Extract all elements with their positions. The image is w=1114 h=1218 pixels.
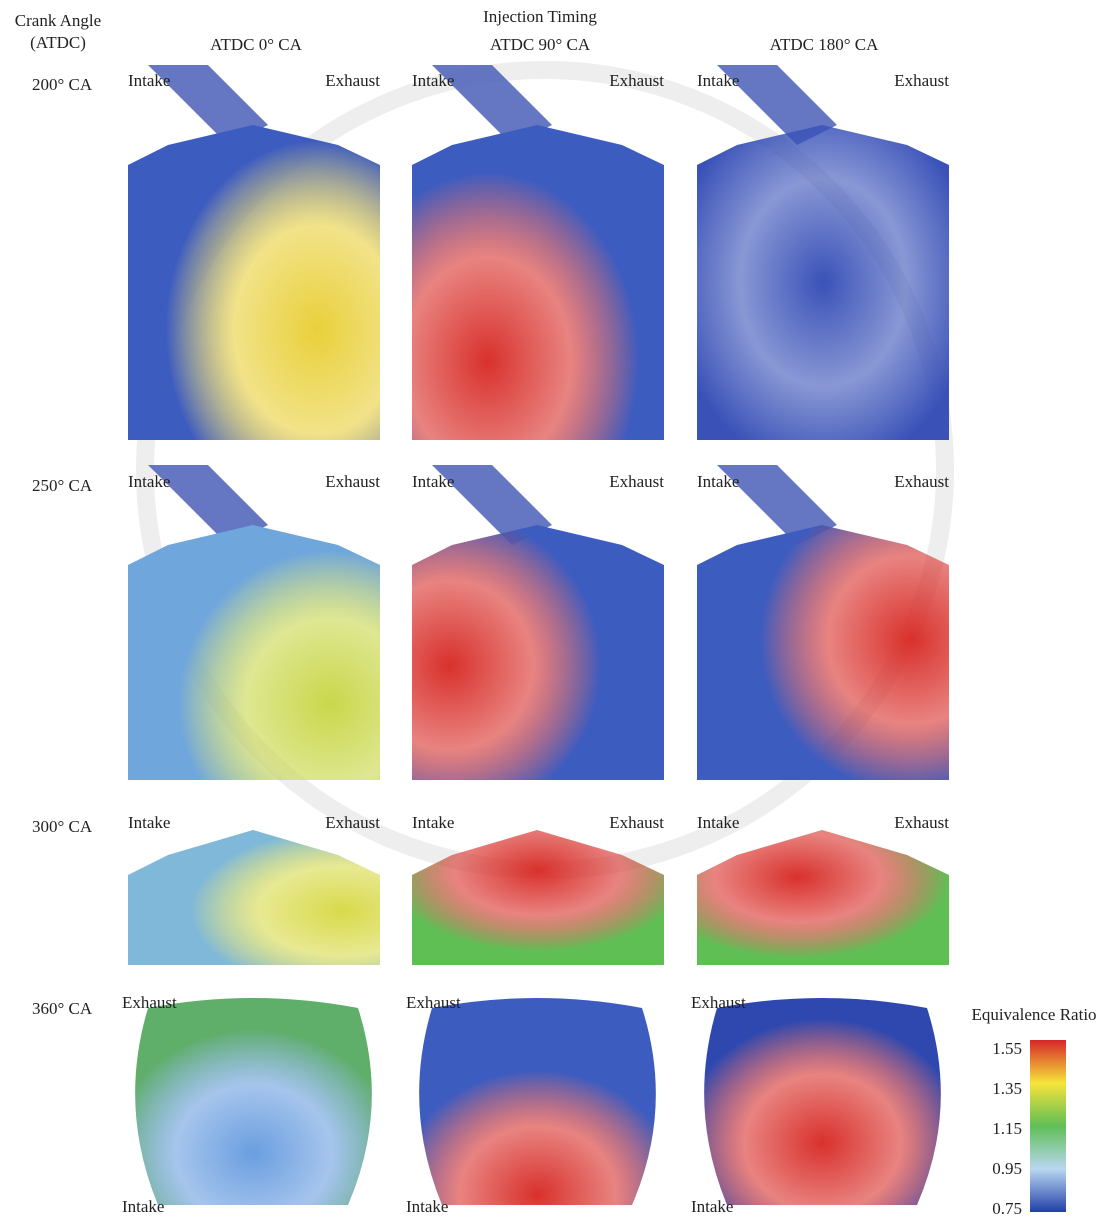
panel-label: Intake bbox=[412, 472, 454, 491]
panel-label: Exhaust bbox=[325, 472, 380, 491]
panel-label: Intake bbox=[128, 813, 170, 832]
panel-label: Intake bbox=[697, 472, 739, 491]
column-title: ATDC 180° CA bbox=[770, 35, 880, 54]
cfd-field bbox=[135, 998, 372, 1205]
row-label: 300° CA bbox=[32, 817, 93, 836]
row-label: 360° CA bbox=[32, 999, 93, 1018]
column-axis-title: Injection Timing bbox=[483, 7, 597, 26]
cfd-field bbox=[412, 125, 664, 440]
panel-label: Intake bbox=[697, 71, 739, 90]
figure: Crank Angle (ATDC) Injection Timing ATDC… bbox=[0, 0, 1114, 1218]
cfd-field bbox=[704, 998, 941, 1205]
panel-label: Intake bbox=[406, 1197, 448, 1216]
panel-label: Intake bbox=[412, 813, 454, 832]
panels bbox=[128, 65, 949, 1205]
panel-label: Intake bbox=[697, 813, 739, 832]
cfd-field bbox=[697, 830, 949, 965]
cfd-field bbox=[697, 125, 949, 440]
colorbar-title: Equivalence Ratio bbox=[971, 1005, 1096, 1024]
panel-label: Exhaust bbox=[609, 71, 664, 90]
panel-label: Exhaust bbox=[325, 71, 380, 90]
colorbar-tick-label: 0.75 bbox=[992, 1199, 1022, 1218]
cfd-field bbox=[128, 830, 380, 965]
colorbar-tick-label: 1.15 bbox=[992, 1119, 1022, 1138]
panel-label: Intake bbox=[412, 71, 454, 90]
panel-label: Exhaust bbox=[691, 993, 746, 1012]
colorbar bbox=[1030, 1040, 1066, 1212]
panel-label: Exhaust bbox=[894, 71, 949, 90]
row-label: 250° CA bbox=[32, 476, 93, 495]
column-title: ATDC 0° CA bbox=[210, 35, 303, 54]
colorbar-tick-label: 0.95 bbox=[992, 1159, 1022, 1178]
colorbar-tick-label: 1.35 bbox=[992, 1079, 1022, 1098]
panel-label: Exhaust bbox=[609, 472, 664, 491]
panel-label: Exhaust bbox=[894, 472, 949, 491]
panel-label: Intake bbox=[128, 71, 170, 90]
panel-label: Exhaust bbox=[609, 813, 664, 832]
row-label: 200° CA bbox=[32, 75, 93, 94]
cfd-field bbox=[419, 998, 656, 1205]
cfd-field bbox=[697, 525, 949, 780]
cfd-field bbox=[128, 525, 380, 780]
panel-label: Intake bbox=[122, 1197, 164, 1216]
panel-label: Intake bbox=[691, 1197, 733, 1216]
panel-label: Exhaust bbox=[325, 813, 380, 832]
row-axis-title: Crank Angle bbox=[15, 11, 101, 30]
panel-label: Intake bbox=[128, 472, 170, 491]
panel-label: Exhaust bbox=[122, 993, 177, 1012]
row-axis-title: (ATDC) bbox=[30, 33, 86, 52]
colorbar-tick-label: 1.55 bbox=[992, 1039, 1022, 1058]
panel-label: Exhaust bbox=[894, 813, 949, 832]
cfd-field bbox=[128, 125, 380, 440]
cfd-field bbox=[412, 525, 664, 780]
panel-label: Exhaust bbox=[406, 993, 461, 1012]
column-title: ATDC 90° CA bbox=[490, 35, 591, 54]
